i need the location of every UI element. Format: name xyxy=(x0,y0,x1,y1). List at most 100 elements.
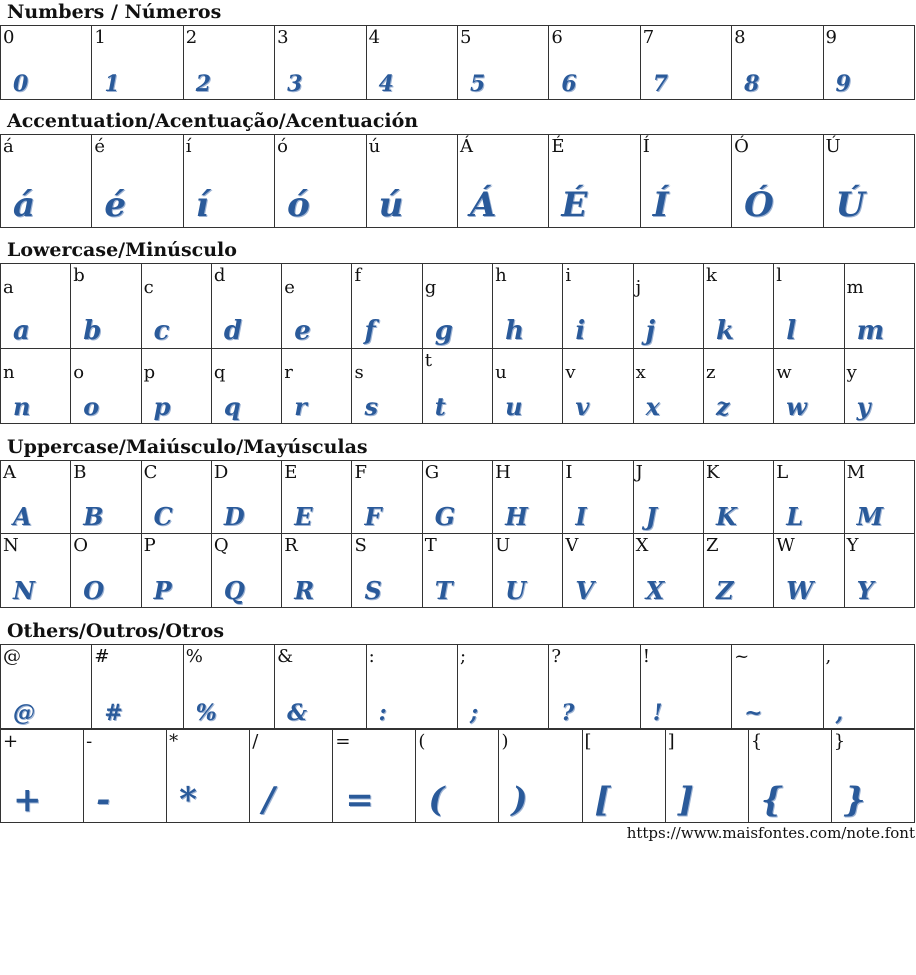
glyph-sample: 2 xyxy=(195,71,212,97)
glyph-sample: X xyxy=(645,576,665,605)
section-1: Accentuation/Acentuação/Acentuación á á é é í… xyxy=(0,109,916,228)
glyph-sample: T xyxy=(434,576,453,605)
glyph-sample: & xyxy=(287,700,308,726)
character-label: = xyxy=(335,731,351,752)
character-cell: ?? xyxy=(548,644,641,729)
character-cell: + + xyxy=(0,729,85,823)
glyph-sample: g xyxy=(434,316,453,346)
glyph-sample: D xyxy=(223,502,245,531)
character-cell: ~ ~ xyxy=(731,644,824,729)
character-cell: = = xyxy=(332,729,417,823)
glyph-sample: h xyxy=(505,316,524,346)
character-label: f xyxy=(354,265,362,286)
character-label: y xyxy=(846,362,857,383)
glyph-sample: t xyxy=(434,392,446,421)
character-label: R xyxy=(284,535,298,556)
glyph-sample: [ xyxy=(594,780,611,820)
character-label: K xyxy=(705,462,720,483)
character-label: d xyxy=(213,265,226,286)
character-label: m xyxy=(846,277,864,298)
glyph-sample: 6 xyxy=(561,71,577,97)
glyph-sample: M xyxy=(856,502,884,531)
character-label: z xyxy=(705,362,716,383)
character-cell: !! xyxy=(639,644,733,729)
character-label: ~ xyxy=(734,646,750,667)
glyph-sample: U xyxy=(505,576,527,605)
glyph-sample: 7 xyxy=(652,71,669,97)
character-label: 4 xyxy=(368,27,381,48)
source-url[interactable]: https://www.maisfontes.com/note.font xyxy=(626,824,915,842)
character-label: Z xyxy=(705,535,719,556)
section-4: Others/Outros/Otros @ @ # #%% & &::;;??!! ~ ~,, xyxy=(0,619,916,729)
character-label: Y xyxy=(846,535,859,556)
glyph-sample: * xyxy=(179,780,197,820)
character-label: * xyxy=(169,731,179,752)
glyph-sample: v xyxy=(575,392,590,421)
glyph-sample: : xyxy=(378,700,387,726)
glyph-sample: V xyxy=(575,576,594,605)
glyph-sample: , xyxy=(835,700,844,726)
character-cell: ;; xyxy=(456,644,550,729)
character-label: - xyxy=(86,731,93,752)
character-cell: (( xyxy=(415,729,500,823)
character-label: { xyxy=(750,731,763,752)
glyph-sample: o xyxy=(83,392,100,421)
character-label: # xyxy=(94,646,110,667)
glyph-sample: L xyxy=(786,502,804,531)
character-label: Á xyxy=(459,136,473,157)
glyph-sample: Ó xyxy=(744,185,774,225)
glyph-sample: a xyxy=(13,316,30,346)
character-label: i xyxy=(565,265,572,286)
section-title: Numbers / Números xyxy=(7,1,222,23)
glyph-sample: { xyxy=(760,780,783,820)
character-label: Ó xyxy=(734,136,749,157)
character-label: S xyxy=(354,535,367,556)
glyph-sample: P xyxy=(153,576,172,605)
character-label: u xyxy=(495,362,507,383)
character-label: 0 xyxy=(3,27,15,48)
character-label: b xyxy=(73,265,85,286)
character-label: r xyxy=(284,362,293,383)
character-label: V xyxy=(565,535,579,556)
character-cell: / / xyxy=(249,729,334,823)
glyph-sample: F xyxy=(364,502,382,531)
character-label: s xyxy=(354,362,364,383)
glyph-sample: í xyxy=(195,185,209,225)
glyph-sample: B xyxy=(83,502,104,531)
character-label: o xyxy=(73,362,85,383)
character-label: v xyxy=(565,362,576,383)
glyph-sample: 8 xyxy=(744,71,760,97)
character-table: @ @ # #%% & &::;;??!! ~ ~,, xyxy=(0,644,916,729)
character-label: G xyxy=(424,462,440,483)
glyph-sample: l xyxy=(786,316,797,346)
character-cell: -- xyxy=(83,729,168,823)
glyph-sample: p xyxy=(153,392,171,421)
character-cell: * * xyxy=(166,729,251,823)
section-2: Lowercase/Minúsculo a a b b c c d d e e f f g g h h i i j j k… xyxy=(0,238,916,424)
character-label: e xyxy=(284,277,295,298)
